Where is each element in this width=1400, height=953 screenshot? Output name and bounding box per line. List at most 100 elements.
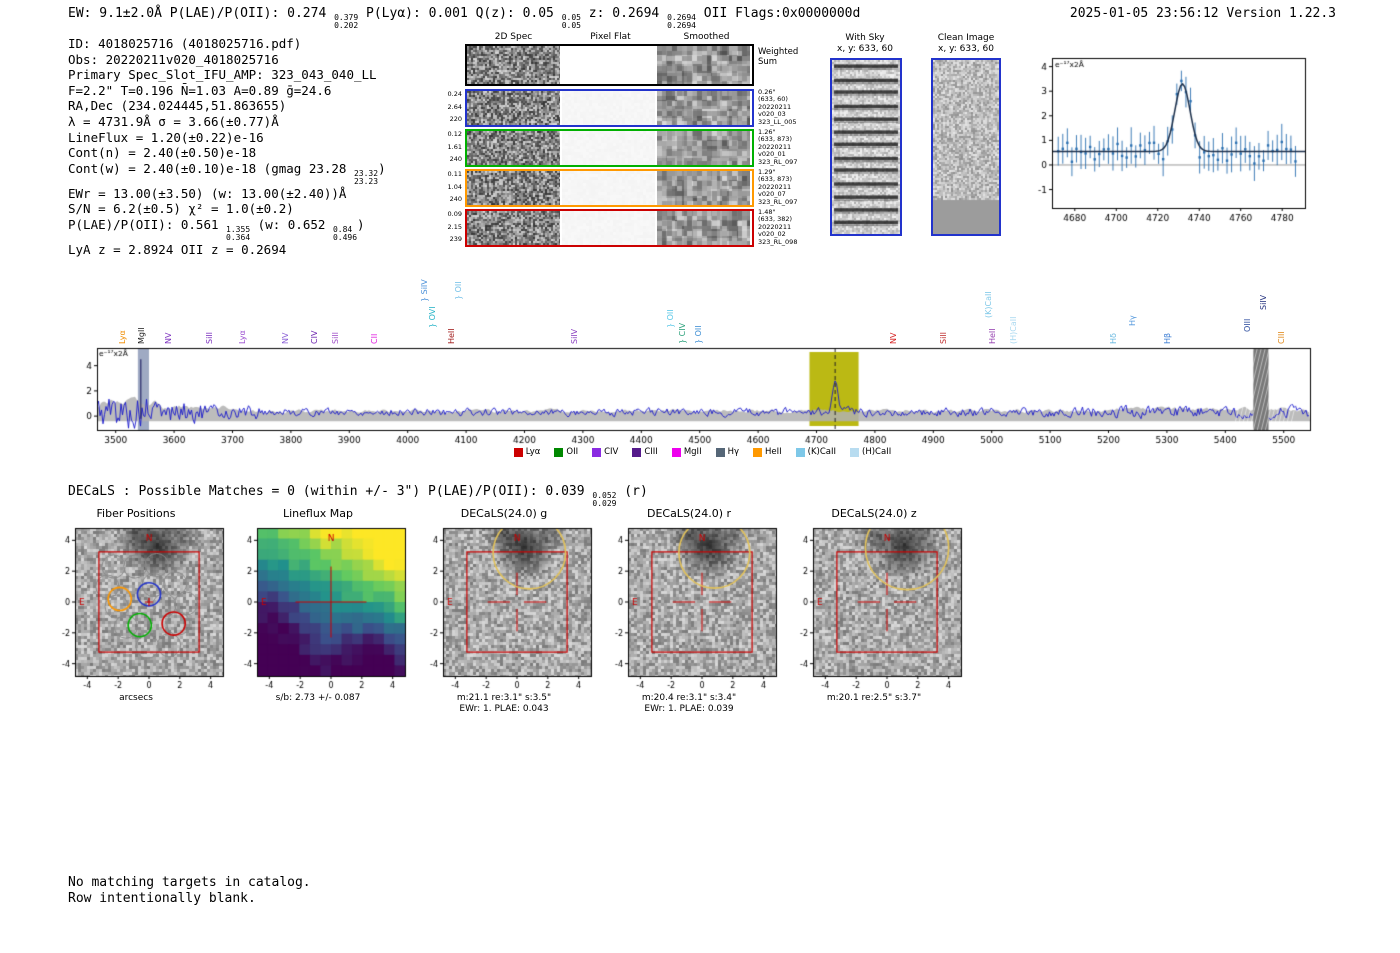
scale-value: 0.11 — [447, 170, 462, 178]
stacked-value: 1.355 0.364 — [226, 224, 251, 242]
decals-r-xlabel: m:20.4 re:3.1" s:3.4" — [641, 693, 737, 703]
detection-info-block: ID: 4018025716 (4018025716.pdf) Obs: 2022… — [68, 36, 386, 258]
smoothed-image — [657, 131, 750, 165]
info-line: P(LAE)/P(OII): 0.561 1.355 0.364 (w: 0.65… — [68, 217, 386, 242]
full-spectrum-plot — [58, 338, 1343, 450]
text-run: Primary Spec_Slot_IFU_AMP: 323_043_040_L… — [68, 67, 377, 83]
info-line: F=2.2" T=0.196 N̄=1.03 A=0.89 ḡ=24.6 — [68, 83, 386, 99]
emission-line-label: } OVI — [428, 306, 438, 328]
legend-item: CIII — [632, 447, 658, 457]
text-run: P(Lyα): 0.001 Q(z): 0.05 — [358, 6, 562, 21]
decals-z-xlabel: m:20.1 re:2.5" s:3.7" — [826, 693, 922, 703]
legend-swatch — [795, 447, 805, 457]
text-run: RA,Dec (234.024445,51.863655) — [68, 98, 287, 114]
spec2d-row-note: 0.26" (633, 60) 20220211 v020_03 323_LL_… — [758, 88, 797, 126]
text-run: EW: 9.1±2.0Å P(LAE)/P(OII): 0.274 — [68, 6, 335, 21]
legend-label: (H)CaII — [862, 447, 892, 457]
lineflux-xlabel: s/b: 2.73 +/- 0.087 — [275, 693, 361, 703]
clean-image-title-line2: x, y: 633, 60 — [938, 43, 994, 54]
spec2d-row-note: 1.26" (633, 873) 20220211 v020_01 323_RL… — [758, 128, 798, 166]
text-run: Cont(w) = 2.40(±0.10)e-18 (gmag 23.28 — [68, 160, 354, 176]
legend-swatch — [753, 447, 762, 457]
smoothed-image — [657, 46, 750, 84]
stacked-value: 0.379 0.202 — [334, 13, 359, 30]
clean-image-frame — [931, 58, 1001, 236]
cutout-title-decals-g: DECaLS(24.0) g — [460, 507, 548, 520]
spec2d-row-note: 1.29" (633, 873) 20220211 v020_07 323_RL… — [758, 168, 798, 206]
legend-swatch — [592, 447, 602, 457]
legend-swatch — [632, 447, 642, 457]
smoothed-image — [657, 171, 750, 205]
pixelflat-image — [562, 171, 655, 205]
pixelflat-image — [562, 46, 655, 84]
scale-value: 0.12 — [447, 130, 462, 138]
spec2d-row — [465, 89, 754, 127]
spec2d-row-scale-labels: 0.09 2.15 239 — [438, 211, 462, 243]
stacked-value: 23.32 23.23 — [353, 168, 379, 186]
emission-line-label: SiIV — [1259, 294, 1269, 310]
decals-g-xlabel2: EWr: 1. PLAE: 0.043 — [459, 704, 549, 714]
spec2d-image — [467, 211, 560, 245]
emission-line-label: Hγ — [1127, 315, 1137, 326]
withsky-title-line2: x, y: 633, 60 — [837, 43, 893, 54]
spec2d-row-scale-labels: 0.24 2.64 220 — [438, 91, 462, 123]
info-line: Primary Spec_Slot_IFU_AMP: 323_043_040_L… — [68, 67, 386, 83]
spec2d-row — [465, 169, 754, 207]
scale-value: 1.04 — [447, 182, 462, 191]
text-run: OII Flags:0x0000000d — [695, 6, 861, 21]
text-run: S/N = 6.2(±0.5) χ² = 1.0(±0.2) — [68, 201, 294, 217]
decals-matches-line: DECaLS : Possible Matches = 0 (within +/… — [68, 484, 648, 508]
stacked-value: 0.2694 0.2694 — [667, 13, 696, 30]
line-fit-plot — [1028, 48, 1313, 240]
scale-value: 240 — [449, 155, 462, 163]
stacked-value: 0.05 0.05 — [561, 13, 581, 30]
text-run: (w: 0.652 — [250, 216, 333, 232]
text-run: ID: 4018025716 (4018025716.pdf) — [68, 36, 302, 51]
legend-label: (K)CaII — [807, 447, 837, 457]
legend-label: Hγ — [727, 447, 739, 457]
text-run: DECaLS : Possible Matches = 0 (within +/… — [68, 484, 593, 499]
spec2d-image — [467, 131, 560, 165]
text-run: LineFlux = 1.20(±0.22)e-16 — [68, 129, 264, 145]
header-stats-line: EW: 9.1±2.0Å P(LAE)/P(OII): 0.274 0.379 0… — [68, 6, 860, 30]
legend-item: MgII — [671, 447, 702, 457]
withsky-title: With Sky x, y: 633, 60 — [818, 33, 912, 54]
legend-label: Lyα — [525, 447, 541, 457]
text-run: ) — [357, 216, 365, 232]
withsky-title-line1: With Sky — [845, 33, 885, 43]
smoothed-image — [657, 91, 750, 125]
emission-line-label: } SiIV — [420, 279, 430, 302]
legend-item: OII — [554, 447, 578, 457]
footer-line-2: Row intentionally blank. — [68, 891, 256, 906]
info-line: λ = 4731.9Å σ = 3.66(±0.77)Å — [68, 114, 386, 130]
spec2d-row-note: 1.48" (633, 382) 20220211 v020_02 323_RL… — [758, 208, 798, 246]
legend-label: HeII — [765, 447, 782, 457]
legend-swatch — [715, 447, 725, 457]
spec2d-row — [465, 44, 754, 86]
text-run: EWr = 13.00(±3.50) (w: 13.00(±2.40))Å — [68, 185, 347, 201]
cutout-title-decals-r: DECaLS(24.0) r — [646, 507, 732, 520]
text-run: Obs: 20220211v020_4018025716 — [68, 51, 279, 67]
scale-value: 1.61 — [447, 142, 462, 151]
legend-item: Lyα — [513, 447, 541, 457]
legend-item: HeII — [753, 447, 782, 457]
emission-line-label: } OII — [453, 281, 463, 300]
spectrum-legend: Lyα OII CIV CIII MgII Hγ HeII (K)CaII (H)CaII — [95, 447, 1310, 457]
text-run: LyA z = 2.8924 OII z = 0.2694 — [68, 241, 287, 257]
legend-label: OII — [566, 447, 579, 457]
emission-line-label: (K)CaII — [984, 291, 994, 318]
spec2d-row — [465, 129, 754, 167]
scale-value: 220 — [449, 115, 462, 123]
stacked-value: 0.052 0.029 — [592, 491, 617, 508]
decals-r-cutout — [594, 522, 784, 692]
text-run: λ = 4731.9Å σ = 3.66(±0.77)Å — [68, 113, 279, 129]
legend-item: (H)CaII — [850, 447, 891, 457]
legend-swatch — [850, 447, 860, 457]
cutout-title-fiber-positions: Fiber Positions — [96, 507, 176, 520]
legend-label: MgII — [683, 447, 702, 457]
info-line: Cont(n) = 2.40(±0.50)e-18 — [68, 145, 386, 161]
spec2d-row-scale-labels: 0.11 1.04 240 — [438, 171, 462, 203]
scale-value: 2.64 — [447, 102, 462, 111]
col-header-pixelflat: Pixel Flat — [590, 32, 631, 42]
spec2d-image — [467, 91, 560, 125]
